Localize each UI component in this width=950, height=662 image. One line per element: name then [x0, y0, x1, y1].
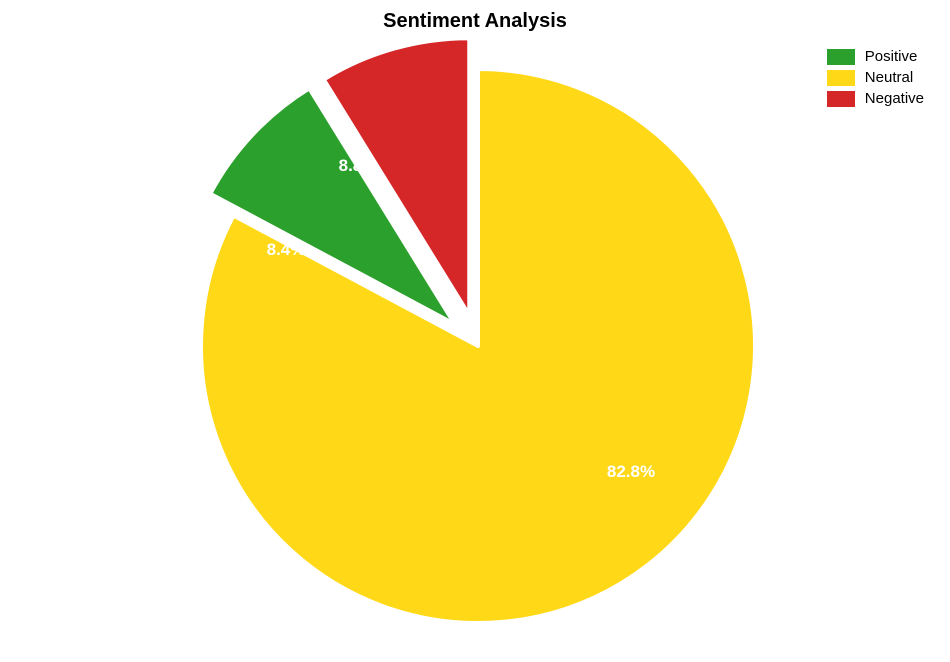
legend-swatch-neutral	[827, 70, 855, 86]
pie-chart-container: Sentiment Analysis 82.8%8.4%8.8% Positiv…	[0, 0, 950, 662]
legend-label-negative: Negative	[865, 90, 924, 107]
legend-swatch-negative	[827, 91, 855, 107]
pie-chart-svg	[0, 0, 950, 662]
legend-label-positive: Positive	[865, 48, 918, 65]
legend: Positive Neutral Negative	[827, 48, 924, 107]
legend-item-neutral: Neutral	[827, 69, 924, 86]
legend-label-neutral: Neutral	[865, 69, 913, 86]
slice-label-neutral: 82.8%	[607, 462, 655, 482]
slice-label-negative: 8.8%	[339, 156, 378, 176]
legend-item-positive: Positive	[827, 48, 924, 65]
legend-swatch-positive	[827, 49, 855, 65]
legend-item-negative: Negative	[827, 90, 924, 107]
slice-label-positive: 8.4%	[267, 240, 306, 260]
